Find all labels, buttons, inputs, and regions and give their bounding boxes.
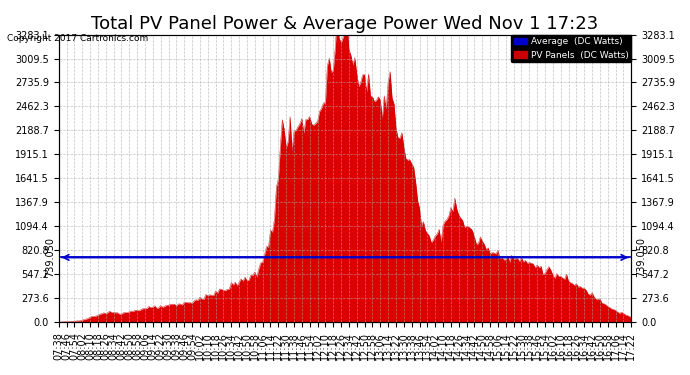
Legend: Average  (DC Watts), PV Panels  (DC Watts): Average (DC Watts), PV Panels (DC Watts): [511, 34, 631, 63]
Text: 739.050: 739.050: [636, 237, 646, 278]
Text: Copyright 2017 Cartronics.com: Copyright 2017 Cartronics.com: [7, 34, 148, 43]
Text: 739.050: 739.050: [45, 237, 55, 278]
Title: Total PV Panel Power & Average Power Wed Nov 1 17:23: Total PV Panel Power & Average Power Wed…: [91, 15, 599, 33]
